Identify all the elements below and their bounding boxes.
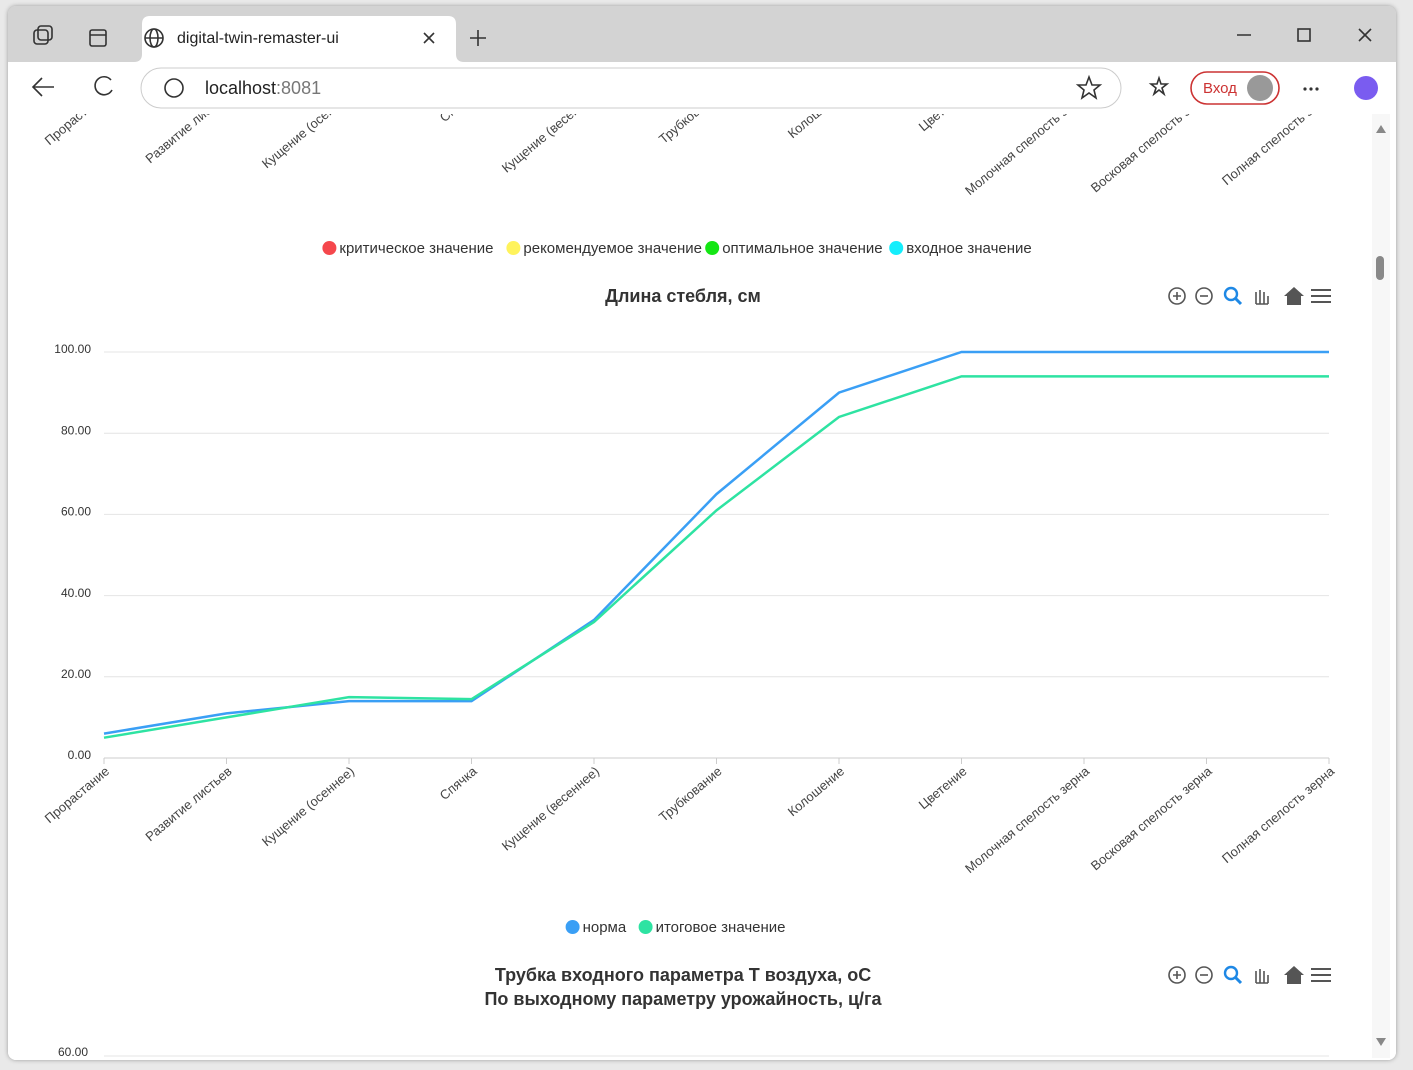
url: localhost:8081 <box>205 78 321 98</box>
tab-title: digital-twin-remaster-ui <box>177 30 339 47</box>
x-tick-label: Восковая спелость зерна <box>1088 114 1215 195</box>
chart: Длина стебля, см Трубка входного парамет… <box>42 114 1390 1059</box>
tab-bar: digital-twin-remaster-ui <box>8 6 1396 62</box>
x-tick-label: Цветение <box>916 763 970 812</box>
url-host: localhost <box>205 78 276 98</box>
y-tick-label: 100.00 <box>54 342 91 356</box>
x-tick-label: Молочная спелость зерна <box>962 763 1093 876</box>
x-tick-label: Трубкование <box>656 114 725 147</box>
page-content: Длина стебля, см Трубка входного парамет… <box>8 114 1396 1060</box>
legend-marker[interactable] <box>705 241 720 255</box>
chart-title: Длина стебля, см <box>605 286 761 306</box>
x-tick-label: Полная спелость зерна <box>1219 763 1338 866</box>
favorite-button[interactable] <box>1075 74 1103 100</box>
x-tick-label: Кущение (весеннее) <box>499 763 602 853</box>
zoom-in-icon <box>1173 292 1181 300</box>
chart-toolbar <box>1168 286 1331 306</box>
reset-button[interactable] <box>1284 287 1304 305</box>
legend-marker[interactable] <box>889 241 904 255</box>
legend-marker[interactable] <box>322 241 337 255</box>
zoom-select-button[interactable] <box>1223 286 1239 302</box>
zoom-in-button[interactable] <box>1168 287 1186 305</box>
workspaces-button[interactable] <box>33 25 53 45</box>
tab-actions-button[interactable] <box>89 29 107 47</box>
zoom-select-button[interactable] <box>1223 965 1239 981</box>
zoom-out-button[interactable] <box>1195 287 1213 305</box>
x-tick-label: Молочная спелость зерна <box>962 114 1093 198</box>
x-tick-label: Развитие листьев <box>142 763 234 844</box>
x-tick-label: Полная спелость зерна <box>1219 114 1338 188</box>
legend-marker[interactable] <box>565 920 580 934</box>
legend-label[interactable]: рекомендуемое значение <box>523 240 702 257</box>
y-tick-label: 60.00 <box>61 505 91 519</box>
reload-button[interactable] <box>94 75 113 96</box>
zoom-select-handle <box>1233 296 1243 306</box>
next-chart-title: Трубка входного параметра Т воздуха, оС <box>495 965 871 985</box>
zoom-out-button[interactable] <box>1195 966 1213 984</box>
x-tick-label: Кущение (осеннее) <box>259 114 357 171</box>
pan-button[interactable] <box>1255 290 1269 305</box>
legend-label[interactable]: критическое значение <box>339 240 493 257</box>
x-tick-label: Кущение (весеннее) <box>499 114 602 176</box>
legend-marker[interactable] <box>506 241 521 255</box>
maximize-button[interactable] <box>1297 28 1311 42</box>
x-tick-label: Прорастание <box>42 114 113 148</box>
menu-button[interactable] <box>1311 968 1331 982</box>
close-tab-button[interactable] <box>423 32 435 44</box>
x-tick-label: Прорастание <box>42 763 113 826</box>
avatar <box>1247 75 1273 101</box>
x-tick-label: Трубкование <box>656 763 725 824</box>
x-tick-label: Восковая спелость зерна <box>1088 763 1215 873</box>
copilot-button[interactable] <box>1354 76 1378 100</box>
zoom-in-button[interactable] <box>1168 966 1186 984</box>
active-tab[interactable] <box>134 16 464 62</box>
zoom-select-handle <box>1233 975 1243 985</box>
favorites-button[interactable] <box>1148 75 1170 97</box>
new-tab-button[interactable] <box>470 30 486 46</box>
legend-label[interactable]: оптимальное значение <box>722 240 882 257</box>
series-line <box>103 350 1329 735</box>
close-window-button[interactable] <box>1358 28 1372 42</box>
legend-marker[interactable] <box>638 920 653 934</box>
chart-toolbar <box>1168 965 1331 985</box>
scroll-up[interactable] <box>1376 125 1386 133</box>
zoom-in-icon <box>1173 971 1181 979</box>
url-port: :8081 <box>276 78 321 98</box>
address-row: localhost:8081 Вход <box>8 62 1396 114</box>
sign-in-label: Вход <box>1203 80 1237 97</box>
y-tick-label: 80.00 <box>61 423 91 437</box>
reset-button[interactable] <box>1284 966 1304 984</box>
x-tick-label: Спячка <box>437 114 481 125</box>
y-tick-label: 60.00 <box>58 1045 88 1059</box>
scrollbar-thumb[interactable] <box>1376 256 1384 280</box>
x-tick-label: Колошение <box>785 114 847 141</box>
x-tick-label: Цветение <box>916 114 970 134</box>
scroll-down[interactable] <box>1376 1038 1386 1046</box>
back-button[interactable] <box>31 77 54 97</box>
y-tick-label: 20.00 <box>61 667 91 681</box>
series-line <box>103 375 1329 739</box>
y-tick-label: 0.00 <box>68 748 92 762</box>
x-tick-label: Кущение (осеннее) <box>259 763 357 849</box>
menu-button[interactable] <box>1303 87 1319 91</box>
address-bar[interactable] <box>140 67 1122 109</box>
legend-label[interactable]: входное значение <box>906 240 1032 257</box>
scrollbar[interactable] <box>1372 114 1390 1058</box>
legend-label[interactable]: итоговое значение <box>656 919 786 936</box>
y-tick-label: 40.00 <box>61 586 91 600</box>
next-chart-title: По выходному параметру урожайность, ц/га <box>484 989 882 1009</box>
menu-button[interactable] <box>1311 289 1331 303</box>
x-tick-label: Развитие листьев <box>142 114 234 166</box>
pan-button[interactable] <box>1255 969 1269 984</box>
site-info[interactable] <box>164 78 184 98</box>
x-tick-label: Колошение <box>785 763 847 819</box>
legend-label[interactable]: норма <box>583 919 627 936</box>
browser-window: digital-twin-remaster-ui localhost:8081 … <box>8 6 1396 1060</box>
x-tick-label: Спячка <box>437 763 481 803</box>
